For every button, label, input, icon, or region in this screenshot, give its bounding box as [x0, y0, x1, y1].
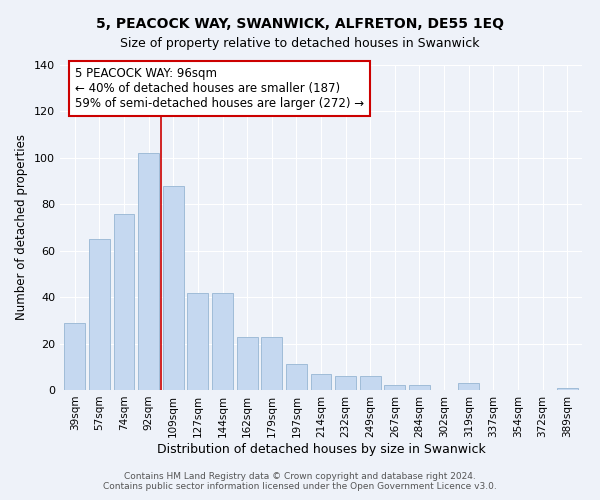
Text: Contains public sector information licensed under the Open Government Licence v3: Contains public sector information licen…: [103, 482, 497, 491]
Bar: [311, 374, 331, 390]
Bar: [89, 239, 110, 390]
X-axis label: Distribution of detached houses by size in Swanwick: Distribution of detached houses by size …: [157, 442, 485, 456]
Bar: [163, 186, 184, 390]
Bar: [64, 322, 85, 390]
Y-axis label: Number of detached properties: Number of detached properties: [16, 134, 28, 320]
Bar: [138, 153, 159, 390]
Text: Contains HM Land Registry data © Crown copyright and database right 2024.: Contains HM Land Registry data © Crown c…: [124, 472, 476, 481]
Bar: [458, 383, 479, 390]
Bar: [187, 292, 208, 390]
Text: Size of property relative to detached houses in Swanwick: Size of property relative to detached ho…: [120, 38, 480, 51]
Bar: [286, 364, 307, 390]
Text: 5, PEACOCK WAY, SWANWICK, ALFRETON, DE55 1EQ: 5, PEACOCK WAY, SWANWICK, ALFRETON, DE55…: [96, 18, 504, 32]
Bar: [261, 336, 282, 390]
Bar: [557, 388, 578, 390]
Bar: [335, 376, 356, 390]
Bar: [409, 386, 430, 390]
Bar: [212, 292, 233, 390]
Bar: [360, 376, 381, 390]
Bar: [113, 214, 134, 390]
Bar: [385, 386, 406, 390]
Bar: [236, 336, 257, 390]
Text: 5 PEACOCK WAY: 96sqm
← 40% of detached houses are smaller (187)
59% of semi-deta: 5 PEACOCK WAY: 96sqm ← 40% of detached h…: [75, 68, 364, 110]
